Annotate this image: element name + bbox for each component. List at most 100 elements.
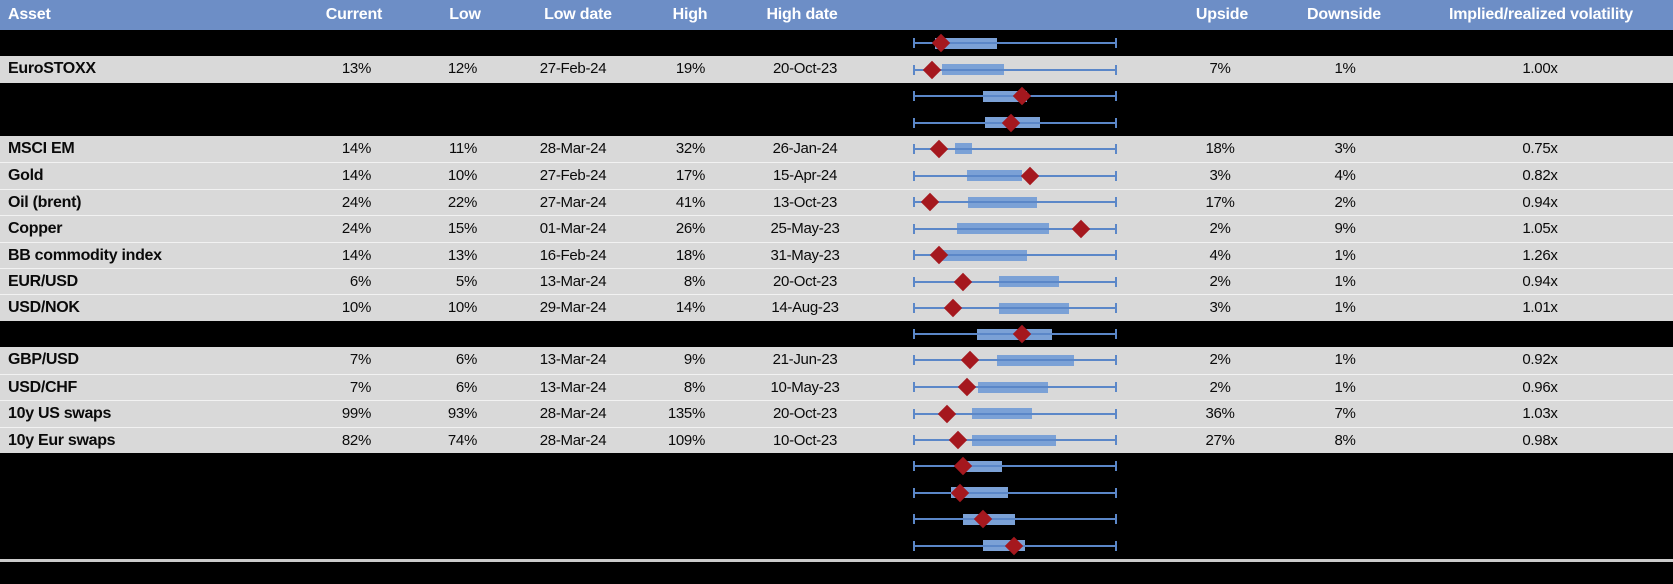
cell-downside[interactable]: 1% (1334, 272, 1356, 290)
cell-high[interactable]: 135% (667, 405, 705, 423)
cell-low-date[interactable]: 28-Mar-24 (539, 405, 607, 423)
column-header-current[interactable]: Current (325, 6, 383, 23)
cell-current[interactable]: 24% (341, 193, 371, 211)
cell-downside[interactable]: 7% (1334, 405, 1356, 423)
cell-current[interactable]: 24% (341, 220, 371, 238)
cell-downside[interactable]: 1% (1334, 351, 1356, 369)
cell-asset[interactable]: Copper (8, 220, 63, 238)
cell-implied-realized-volatility[interactable]: 0.75x (1522, 139, 1558, 157)
cell-high-date[interactable]: 10-Oct-23 (773, 431, 837, 449)
cell-low[interactable]: 5% (455, 272, 477, 290)
cell-high[interactable]: 19% (675, 60, 705, 78)
cell-asset[interactable]: USD/CHF (8, 378, 78, 396)
cell-high-date[interactable]: 13-Oct-23 (773, 193, 837, 211)
cell-low-date[interactable]: 28-Mar-24 (539, 139, 607, 157)
cell-upside[interactable]: 2% (1209, 220, 1231, 238)
column-header-low-date[interactable]: Low date (544, 6, 612, 23)
cell-low[interactable]: 6% (455, 351, 477, 369)
cell-high-date[interactable]: 20-Oct-23 (773, 405, 837, 423)
cell-low[interactable]: 13% (447, 246, 477, 264)
cell-implied-realized-volatility[interactable]: 1.00x (1522, 60, 1558, 78)
cell-asset[interactable]: MSCI EM (8, 139, 75, 157)
cell-downside[interactable]: 1% (1334, 378, 1356, 396)
cell-high-date[interactable]: 14-Aug-23 (771, 299, 839, 317)
cell-upside[interactable]: 4% (1209, 246, 1231, 264)
cell-upside[interactable]: 3% (1209, 167, 1231, 185)
cell-upside[interactable]: 7% (1209, 60, 1231, 78)
cell-low[interactable]: 15% (447, 220, 477, 238)
cell-upside[interactable]: 18% (1205, 139, 1235, 157)
cell-downside[interactable]: 1% (1334, 60, 1356, 78)
cell-asset[interactable]: BB commodity index (8, 246, 162, 264)
cell-asset[interactable]: Oil (brent) (8, 193, 82, 211)
cell-high[interactable]: 14% (675, 299, 705, 317)
cell-asset[interactable]: Gold (8, 167, 44, 185)
cell-asset[interactable]: 10y US swaps (8, 405, 112, 423)
cell-current[interactable]: 7% (349, 378, 371, 396)
cell-high[interactable]: 9% (683, 351, 705, 369)
cell-current[interactable]: 14% (341, 167, 371, 185)
cell-high[interactable]: 32% (675, 139, 705, 157)
cell-implied-realized-volatility[interactable]: 0.98x (1522, 431, 1558, 449)
cell-low[interactable]: 22% (447, 193, 477, 211)
cell-low-date[interactable]: 29-Mar-24 (539, 299, 607, 317)
column-header-high-date[interactable]: High date (766, 6, 838, 23)
cell-low-date[interactable]: 27-Feb-24 (539, 60, 607, 78)
cell-high-date[interactable]: 20-Oct-23 (773, 272, 837, 290)
column-header-implied-realized-volatility[interactable]: Implied/realized volatility (1449, 6, 1633, 23)
cell-low[interactable]: 11% (448, 139, 477, 157)
cell-high[interactable]: 109% (667, 431, 705, 449)
cell-low[interactable]: 93% (447, 405, 477, 423)
cell-low-date[interactable]: 27-Mar-24 (539, 193, 607, 211)
cell-low-date[interactable]: 13-Mar-24 (539, 272, 607, 290)
column-header-downside[interactable]: Downside (1307, 6, 1381, 23)
cell-low-date[interactable]: 01-Mar-24 (539, 220, 607, 238)
cell-current[interactable]: 99% (341, 405, 371, 423)
cell-current[interactable]: 6% (349, 272, 371, 290)
cell-high-date[interactable]: 10-May-23 (770, 378, 840, 396)
cell-asset[interactable]: 10y Eur swaps (8, 431, 116, 449)
cell-current[interactable]: 13% (341, 60, 371, 78)
cell-asset[interactable]: USD/NOK (8, 299, 80, 317)
cell-downside[interactable]: 4% (1334, 167, 1356, 185)
cell-implied-realized-volatility[interactable]: 0.92x (1522, 351, 1558, 369)
cell-implied-realized-volatility[interactable]: 0.96x (1522, 378, 1558, 396)
cell-low-date[interactable]: 16-Feb-24 (539, 246, 607, 264)
cell-low[interactable]: 10% (447, 167, 477, 185)
cell-upside[interactable]: 17% (1205, 193, 1235, 211)
cell-upside[interactable]: 2% (1209, 351, 1231, 369)
cell-upside[interactable]: 2% (1209, 272, 1231, 290)
cell-implied-realized-volatility[interactable]: 1.26x (1522, 246, 1558, 264)
cell-implied-realized-volatility[interactable]: 1.03x (1522, 405, 1558, 423)
column-header-asset[interactable]: Asset (8, 6, 51, 23)
cell-implied-realized-volatility[interactable]: 0.94x (1522, 193, 1558, 211)
cell-low[interactable]: 74% (447, 431, 477, 449)
cell-downside[interactable]: 2% (1334, 193, 1356, 211)
cell-downside[interactable]: 9% (1334, 220, 1356, 238)
column-header-low[interactable]: Low (449, 6, 481, 23)
cell-low-date[interactable]: 13-Mar-24 (539, 351, 607, 369)
cell-downside[interactable]: 1% (1334, 246, 1356, 264)
cell-implied-realized-volatility[interactable]: 1.05x (1522, 220, 1558, 238)
cell-low-date[interactable]: 13-Mar-24 (539, 378, 607, 396)
cell-high-date[interactable]: 25-May-23 (770, 220, 840, 238)
cell-high[interactable]: 18% (675, 246, 705, 264)
cell-asset[interactable]: EUR/USD (8, 272, 78, 290)
column-header-high[interactable]: High (672, 6, 708, 23)
cell-asset[interactable]: GBP/USD (8, 351, 79, 369)
cell-implied-realized-volatility[interactable]: 1.01x (1522, 299, 1558, 317)
cell-high-date[interactable]: 31-May-23 (770, 246, 840, 264)
cell-upside[interactable]: 3% (1209, 299, 1231, 317)
cell-high-date[interactable]: 15-Apr-24 (772, 167, 837, 185)
cell-current[interactable]: 14% (341, 139, 371, 157)
cell-current[interactable]: 82% (341, 431, 371, 449)
column-header-upside[interactable]: Upside (1195, 6, 1249, 23)
cell-current[interactable]: 14% (341, 246, 371, 264)
cell-high-date[interactable]: 20-Oct-23 (773, 60, 837, 78)
cell-downside[interactable]: 8% (1334, 431, 1356, 449)
cell-asset[interactable]: EuroSTOXX (8, 60, 96, 78)
cell-upside[interactable]: 27% (1205, 431, 1235, 449)
cell-low[interactable]: 12% (447, 60, 477, 78)
cell-low-date[interactable]: 28-Mar-24 (539, 431, 607, 449)
cell-low[interactable]: 6% (455, 378, 477, 396)
